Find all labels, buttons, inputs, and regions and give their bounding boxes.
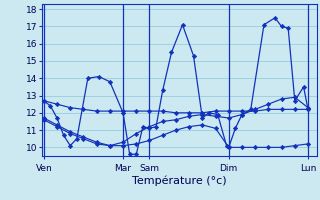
X-axis label: Température (°c): Température (°c) xyxy=(132,175,227,186)
